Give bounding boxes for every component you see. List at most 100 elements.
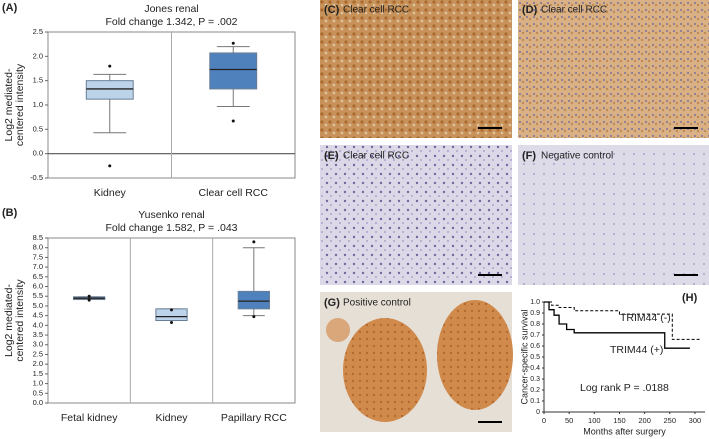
chart-title: Yusenko renal	[138, 209, 205, 221]
annotation: Log rank P = .0188	[580, 382, 669, 394]
y-tick-label: 4.0	[33, 320, 43, 329]
micrograph	[518, 145, 709, 285]
y-tick-label: 7.5	[33, 252, 43, 261]
y-tick-label: 6.0	[33, 282, 43, 291]
y-tick-label: 1.0	[33, 379, 43, 388]
x-axis-label: Months after surgery	[583, 426, 666, 436]
y-tick-label: 2.5	[33, 349, 43, 358]
micrograph	[518, 0, 709, 138]
panel-label: (A)	[2, 2, 18, 14]
box	[85, 80, 134, 100]
y-tick-label: 2.5	[33, 27, 43, 36]
y-tick-label: 0.2	[530, 387, 540, 394]
y-tick-label: 5.5	[33, 291, 43, 300]
x-tick-label: Kidney	[94, 187, 127, 199]
outlier	[231, 41, 235, 45]
image-f: (F) Negative control	[518, 145, 709, 285]
image-d: (D) Clear cell RCC	[518, 0, 709, 138]
y-tick-label: 6.5	[33, 272, 43, 281]
caption: Clear cell RCC	[541, 5, 607, 16]
x-tick-label: 250	[664, 416, 677, 425]
y-tick-label: 0.8	[530, 321, 540, 328]
caption: Clear cell RCC	[343, 151, 409, 162]
image-g: (G) Positive control	[320, 292, 513, 432]
outlier	[87, 294, 91, 298]
y-tick-label: 8.0	[33, 243, 43, 252]
series-label: TRIM44 (+)	[610, 344, 663, 356]
outlier	[252, 240, 256, 244]
chart-subtitle: Fold change 1.342, P = .002	[105, 16, 237, 28]
panel-label: (D)	[522, 4, 538, 16]
y-tick-label: 1.5	[33, 369, 43, 378]
tissue	[326, 318, 350, 342]
x-tick-label: 300	[689, 416, 702, 425]
x-tick-label: Fetal kidney	[61, 412, 118, 424]
series-label: TRIM44 (-)	[620, 312, 671, 324]
y-tick-label: 0.3	[530, 376, 540, 383]
y-axis-label: Cancer-specific survival	[519, 309, 529, 404]
y-tick-label: 0.6	[530, 343, 540, 350]
x-tick-label: 200	[638, 416, 651, 425]
y-axis-label: centered intensity	[14, 279, 26, 362]
y-tick-label: 8.5	[33, 233, 43, 242]
survival-curve	[544, 301, 690, 349]
outlier	[87, 298, 91, 302]
y-tick-label: 4.5	[33, 311, 43, 320]
tissue	[343, 318, 427, 422]
micrograph	[320, 145, 512, 285]
image-c: (C) Clear cell RCC	[320, 0, 512, 138]
panel-label: (B)	[2, 207, 18, 219]
plot-frame	[47, 237, 296, 404]
y-tick-label: 0	[536, 409, 540, 416]
box	[237, 290, 270, 310]
box	[209, 52, 258, 90]
y-tick-label: 1.0	[33, 100, 43, 109]
x-tick-label: Clear cell RCC	[199, 187, 269, 199]
y-tick-label: 0.5	[33, 388, 43, 397]
y-tick-label: 0.5	[33, 124, 43, 133]
survival-curve	[544, 301, 700, 340]
y-tick-label: 0.0	[33, 149, 43, 158]
tissue	[437, 300, 513, 410]
y-tick-label: 3.0	[33, 340, 43, 349]
caption: Clear cell RCC	[343, 5, 409, 16]
y-axis-label: Log2 mediated-	[3, 68, 15, 141]
y-axis-label: Log2 mediated-	[3, 284, 15, 357]
chart-subtitle: Fold change 1.582, P = .043	[105, 222, 237, 234]
y-tick-label: 0.4	[530, 365, 540, 372]
y-tick-label: 0.1	[530, 398, 540, 405]
x-tick-label: 100	[588, 416, 601, 425]
caption: Positive control	[343, 298, 411, 309]
x-tick-label: 50	[565, 416, 573, 425]
outlier	[108, 164, 112, 168]
outlier	[231, 119, 235, 123]
x-tick-label: Kidney	[155, 412, 188, 424]
x-tick-label: 0	[542, 416, 546, 425]
panel-label: (H)	[682, 292, 698, 304]
outlier	[170, 320, 173, 324]
y-tick-label: 5.0	[33, 301, 43, 310]
micrograph	[320, 0, 512, 138]
chart-title: Jones renal	[144, 3, 198, 15]
outlier	[170, 308, 173, 312]
y-tick-label: 2.0	[33, 51, 43, 60]
y-tick-label: 1.5	[33, 76, 43, 85]
y-tick-label: 7.0	[33, 262, 43, 271]
y-tick-label: 0.7	[530, 332, 540, 339]
panel-label: (E)	[324, 150, 339, 162]
y-tick-label: 3.5	[33, 330, 43, 339]
panel-label: (C)	[324, 4, 340, 16]
x-tick-label: 150	[613, 416, 626, 425]
y-tick-label: -0.5	[30, 173, 43, 182]
caption: Negative control	[541, 151, 613, 162]
panel-label: (F)	[522, 150, 536, 162]
y-tick-label: 1.0	[530, 299, 540, 306]
y-tick-label: 0.0	[33, 398, 43, 407]
y-tick-label: 0.5	[530, 354, 540, 361]
y-tick-label: 2.0	[33, 359, 43, 368]
outlier	[108, 64, 112, 68]
y-tick-label: 0.9	[530, 310, 540, 317]
x-tick-label: Papillary RCC	[221, 412, 287, 424]
panel-label: (G)	[324, 297, 340, 309]
